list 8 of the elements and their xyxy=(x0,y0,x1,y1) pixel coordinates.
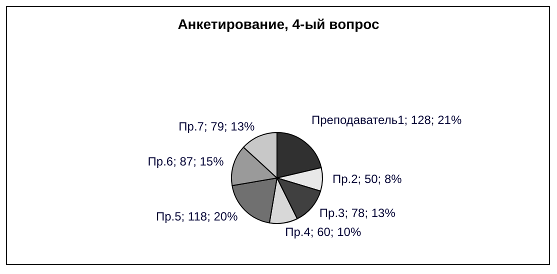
slice-label: Пр.3; 78; 13% xyxy=(319,206,396,220)
slice-label: Пр.4; 60; 10% xyxy=(285,225,362,240)
slice-label: Пр.5; 118; 20% xyxy=(156,210,238,224)
slice-label: Пр.7; 79; 13% xyxy=(178,119,256,134)
slice-label: Пр.2; 50; 8% xyxy=(332,172,402,186)
slice-label: Преподаватель1; 128; 21% xyxy=(311,112,462,127)
slice-label: Пр.6; 87; 15% xyxy=(148,154,224,169)
chart-title: Анкетирование, 4-ый вопрос xyxy=(176,16,380,32)
